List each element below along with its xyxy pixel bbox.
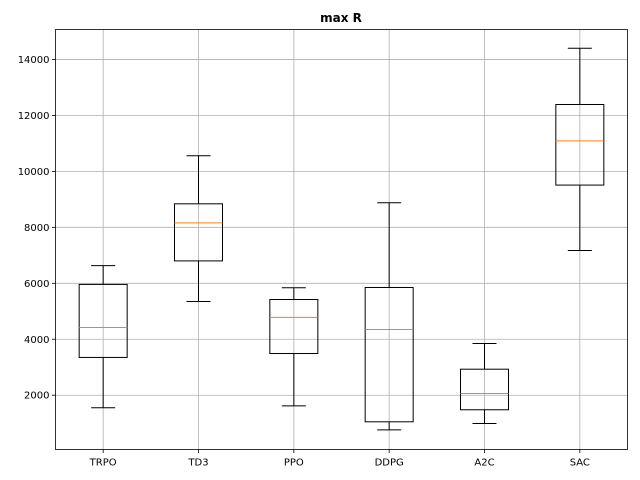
box-trpo (78, 265, 128, 409)
box-td3 (174, 155, 223, 302)
iqr-box (460, 368, 509, 411)
y-tick-label: 2000 (24, 391, 49, 402)
y-tick-label: 12000 (18, 111, 50, 122)
axes-frame (55, 29, 628, 450)
y-tick-label: 14000 (18, 55, 50, 66)
iqr-box (174, 203, 223, 262)
iqr-box (364, 286, 414, 423)
x-tick-label: SAC (570, 458, 590, 469)
y-tick-label: 4000 (24, 335, 49, 346)
y-tick-label: 10000 (18, 167, 50, 178)
x-tick-label: PPO (284, 458, 304, 469)
y-tick-label: 8000 (24, 223, 49, 234)
box-a2c (460, 342, 509, 424)
x-tick-label: TD3 (187, 458, 208, 469)
iqr-box (78, 283, 128, 358)
chart-title: max R (320, 11, 362, 25)
boxes-layer (78, 47, 605, 431)
x-tick-label: TRPO (89, 458, 117, 469)
iqr-box (269, 299, 319, 355)
box-ppo (269, 287, 319, 407)
y-tick-label: 6000 (24, 279, 49, 290)
x-tick-label: A2C (474, 458, 494, 469)
iqr-box (555, 103, 605, 186)
x-tick-label: DDPG (375, 458, 404, 469)
box-sac (555, 47, 605, 252)
box-ddpg (364, 202, 414, 431)
ticks-layer: TRPO TD3 PPO DDPG A2C SAC 2000 4000 6000 8000 1000… (18, 55, 590, 469)
grid-layer (55, 29, 628, 450)
